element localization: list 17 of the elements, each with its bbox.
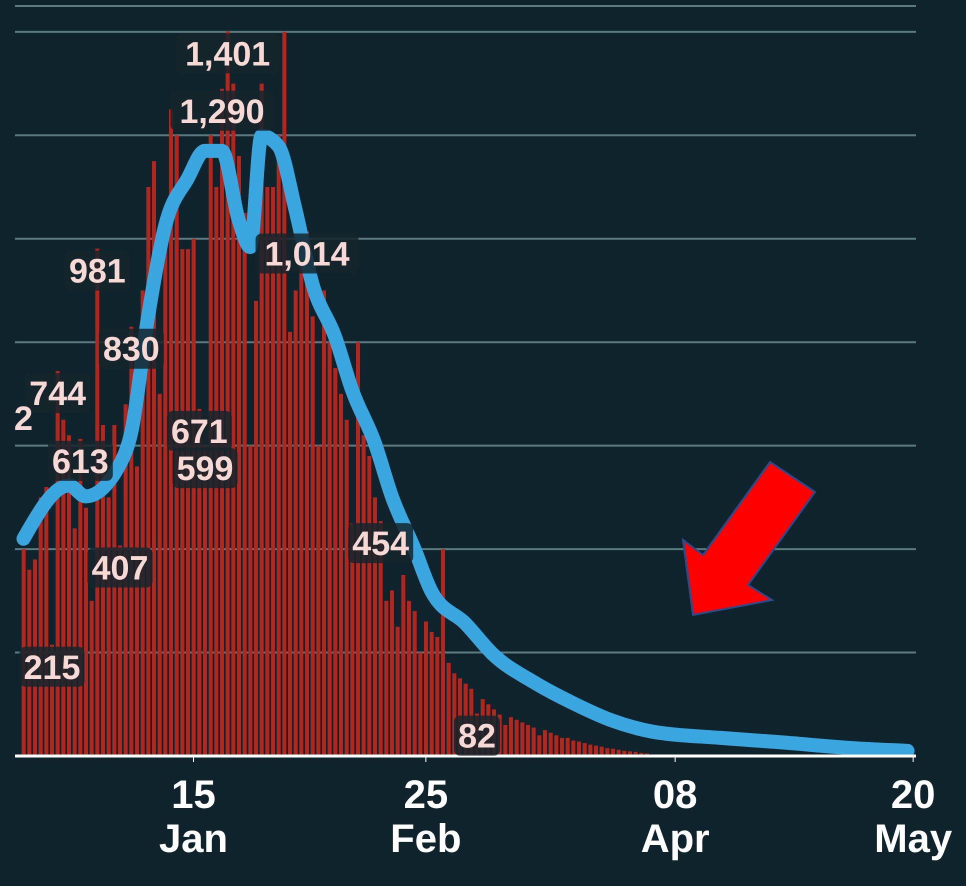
data-label: 613	[52, 442, 109, 481]
x-tick-label: 08 Apr	[640, 773, 710, 861]
annotation: 2	[14, 400, 33, 439]
data-label: 671	[170, 412, 228, 451]
data-label: 830	[102, 330, 160, 369]
x-tick-label: 25 Feb	[390, 773, 462, 861]
x-tick-label: 15 Jan	[159, 773, 228, 861]
data-label: 82	[458, 718, 496, 756]
data-label: 1,290	[179, 92, 265, 131]
data-label: 599	[176, 450, 234, 488]
x-tick-label: 20 May	[874, 773, 953, 861]
data-label: 1,014	[264, 236, 350, 274]
data-label: 1,401	[185, 35, 270, 74]
data-label: 454	[352, 525, 410, 564]
data-label: 981	[68, 252, 126, 291]
data-label: 215	[24, 648, 80, 687]
data-label: 407	[92, 549, 148, 588]
